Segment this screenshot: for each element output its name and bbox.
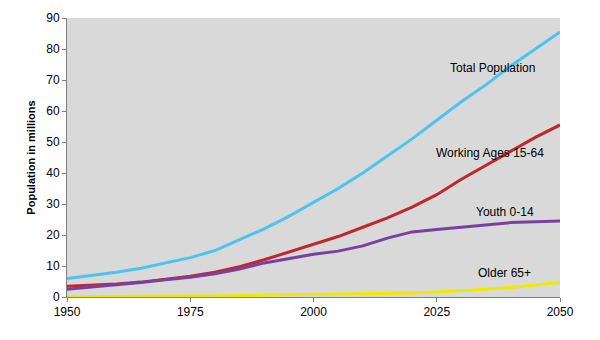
svg-text:Older 65+: Older 65+ — [478, 266, 531, 280]
svg-text:Working Ages 15-64: Working Ages 15-64 — [436, 146, 544, 160]
svg-text:Total Population: Total Population — [450, 61, 535, 75]
svg-text:2025: 2025 — [423, 305, 450, 319]
svg-text:0: 0 — [53, 290, 60, 304]
svg-text:50: 50 — [46, 135, 60, 149]
svg-text:40: 40 — [46, 166, 60, 180]
svg-text:2000: 2000 — [300, 305, 327, 319]
svg-text:90: 90 — [46, 11, 60, 25]
svg-text:Youth 0-14: Youth 0-14 — [476, 205, 534, 219]
svg-text:70: 70 — [46, 73, 60, 87]
svg-text:30: 30 — [46, 197, 60, 211]
svg-text:1950: 1950 — [54, 305, 81, 319]
svg-text:80: 80 — [46, 42, 60, 56]
svg-text:1975: 1975 — [177, 305, 204, 319]
svg-text:Population in millions: Population in millions — [25, 100, 37, 214]
svg-text:10: 10 — [46, 259, 60, 273]
svg-text:60: 60 — [46, 104, 60, 118]
svg-text:2050: 2050 — [547, 305, 574, 319]
svg-text:20: 20 — [46, 228, 60, 242]
